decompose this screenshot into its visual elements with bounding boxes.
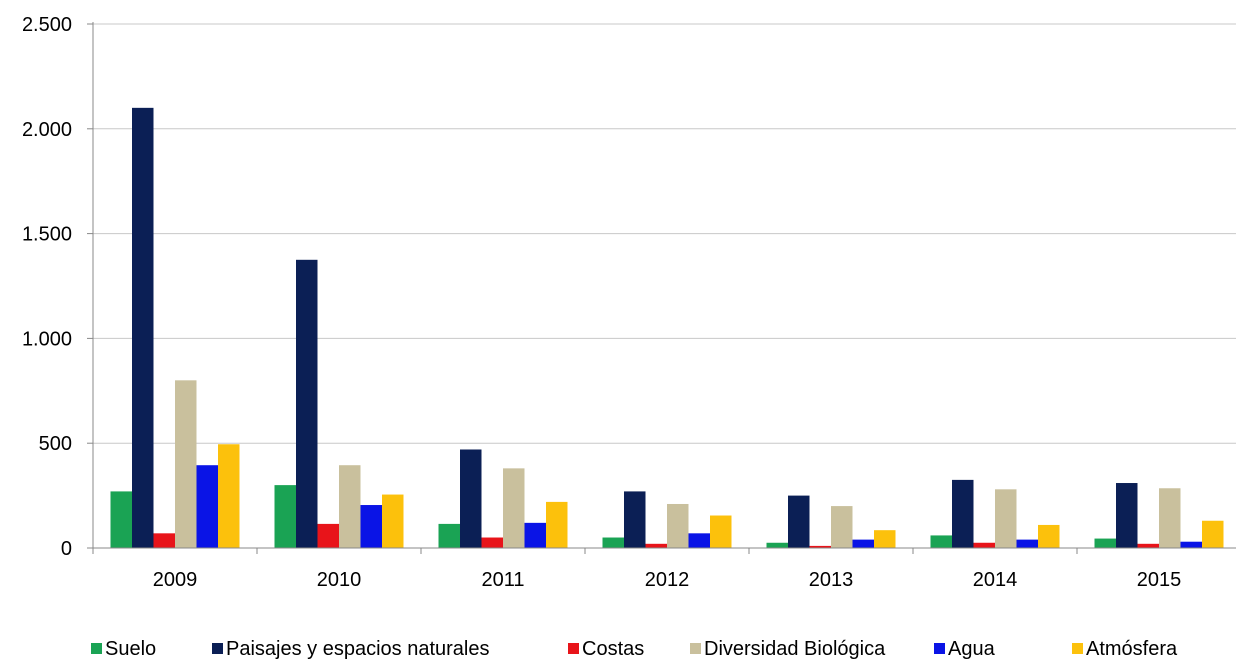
axes: [87, 22, 1236, 554]
bar-2011-3: [503, 468, 525, 548]
bar-2012-2: [645, 543, 667, 548]
bar-2009-5: [218, 444, 240, 548]
bar-2015-5: [1202, 520, 1224, 548]
bar-2009-0: [110, 491, 132, 548]
bar-2009-3: [175, 380, 197, 548]
y-tick-label: 500: [39, 433, 72, 455]
bar-2014-5: [1038, 524, 1060, 548]
bar-2014-0: [930, 535, 952, 548]
bar-2015-2: [1137, 543, 1159, 548]
bar-2013-1: [788, 495, 810, 548]
bar-2011-0: [438, 523, 460, 548]
bar-2015-4: [1180, 541, 1202, 548]
y-tick-label: 0: [61, 538, 72, 560]
legend-swatch-0: [91, 643, 102, 654]
bar-2012-3: [667, 503, 689, 548]
bar-2012-4: [688, 533, 710, 548]
bar-2014-4: [1016, 539, 1038, 548]
x-tick-label: 2015: [1137, 569, 1182, 591]
legend-label-5: Atmósfera: [1086, 638, 1178, 660]
bar-2010-5: [382, 494, 404, 548]
legend-swatch-5: [1072, 643, 1083, 654]
bars: [110, 107, 1224, 548]
legend-label-1: Paisajes y espacios naturales: [226, 638, 489, 660]
bar-2012-5: [710, 515, 732, 548]
legend-label-2: Costas: [582, 638, 644, 660]
x-tick-label: 2011: [481, 569, 524, 591]
x-tick-label: 2010: [317, 569, 362, 591]
gridlines: [93, 23, 1236, 444]
y-tick-label: 1.500: [22, 224, 72, 246]
bar-2011-2: [481, 537, 503, 548]
bar-2014-3: [995, 489, 1017, 548]
legend: Suelo Paisajes y espacios naturales Costas…: [91, 638, 1178, 660]
bar-2011-4: [524, 522, 546, 548]
bar-2013-2: [809, 545, 831, 548]
legend-swatch-3: [690, 643, 701, 654]
bar-2014-2: [973, 542, 995, 548]
legend-swatch-4: [934, 643, 945, 654]
bar-2012-1: [624, 491, 646, 548]
bar-2015-0: [1094, 538, 1116, 548]
bar-2013-4: [852, 539, 874, 548]
bar-2010-2: [317, 523, 339, 548]
bar-2013-3: [831, 506, 853, 548]
bar-2010-3: [339, 465, 361, 548]
bar-2015-3: [1159, 488, 1181, 548]
bar-2009-2: [153, 533, 175, 548]
x-tick-label: 2013: [809, 569, 854, 591]
bar-2013-5: [874, 530, 896, 548]
bar-2009-4: [196, 465, 218, 548]
x-tick-label: 2014: [973, 569, 1018, 591]
x-tick-label: 2012: [645, 569, 690, 591]
bar-2012-0: [602, 537, 624, 548]
y-tick-label: 2.000: [22, 119, 72, 141]
bar-2014-1: [952, 479, 974, 548]
y-tick-label: 1.000: [22, 328, 72, 350]
bar-2009-1: [132, 107, 154, 548]
bar-2013-0: [766, 542, 788, 548]
x-tick-label: 2009: [153, 569, 198, 591]
tick-labels: 0 500 1.000 1.500 2.000 2.500 2009 2010 2011 2012…: [22, 14, 1181, 591]
legend-label-4: Agua: [948, 638, 996, 660]
y-tick-label: 2.500: [22, 14, 72, 36]
legend-swatch-2: [568, 643, 579, 654]
bar-2011-5: [546, 501, 568, 548]
legend-label-3: Diversidad Biológica: [704, 638, 886, 660]
bar-2015-1: [1116, 483, 1138, 548]
bar-2010-4: [360, 505, 382, 548]
legend-label-0: Suelo: [105, 638, 156, 660]
bar-2011-1: [460, 449, 482, 548]
legend-swatch-1: [212, 643, 223, 654]
bar-2010-1: [296, 259, 318, 548]
bar-2010-0: [274, 485, 296, 548]
